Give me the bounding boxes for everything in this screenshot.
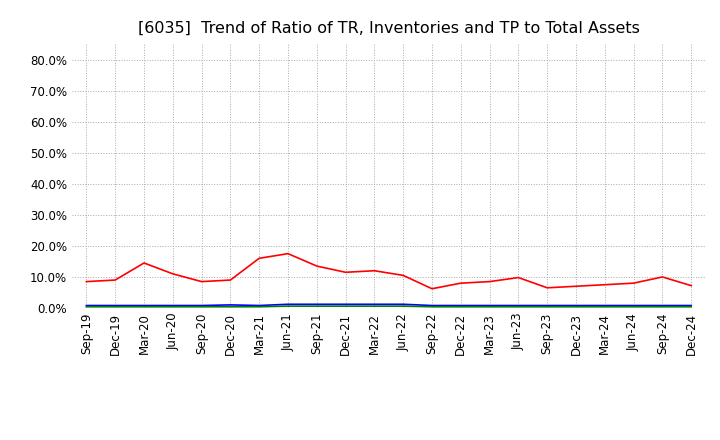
Inventories xyxy=(82,303,91,308)
Inventories xyxy=(197,303,206,308)
Trade Receivables xyxy=(197,279,206,284)
Inventories xyxy=(658,303,667,308)
Trade Receivables xyxy=(514,275,523,280)
Trade Payables xyxy=(82,304,91,309)
Inventories xyxy=(399,302,408,307)
Title: [6035]  Trend of Ratio of TR, Inventories and TP to Total Assets: [6035] Trend of Ratio of TR, Inventories… xyxy=(138,21,640,36)
Trade Receivables xyxy=(312,264,321,269)
Trade Receivables xyxy=(428,286,436,291)
Inventories xyxy=(600,303,609,308)
Inventories xyxy=(111,303,120,308)
Trade Receivables xyxy=(168,271,177,276)
Trade Receivables xyxy=(687,283,696,288)
Trade Payables xyxy=(168,304,177,309)
Inventories xyxy=(312,302,321,307)
Inventories xyxy=(255,303,264,308)
Trade Payables xyxy=(456,304,465,309)
Inventories xyxy=(543,303,552,308)
Trade Payables xyxy=(629,304,638,309)
Inventories xyxy=(428,303,436,308)
Trade Payables xyxy=(543,304,552,309)
Trade Receivables xyxy=(82,279,91,284)
Inventories xyxy=(341,302,350,307)
Inventories xyxy=(514,303,523,308)
Trade Payables xyxy=(370,304,379,309)
Inventories xyxy=(687,303,696,308)
Trade Payables xyxy=(572,304,580,309)
Trade Payables xyxy=(341,304,350,309)
Trade Payables xyxy=(399,304,408,309)
Trade Payables xyxy=(226,304,235,309)
Trade Payables xyxy=(514,304,523,309)
Trade Payables xyxy=(312,304,321,309)
Trade Payables xyxy=(197,304,206,309)
Trade Receivables xyxy=(629,281,638,286)
Trade Receivables xyxy=(140,260,148,266)
Trade Receivables xyxy=(284,251,292,256)
Inventories xyxy=(140,303,148,308)
Trade Receivables xyxy=(600,282,609,287)
Trade Receivables xyxy=(370,268,379,273)
Trade Receivables xyxy=(658,274,667,279)
Trade Receivables xyxy=(572,284,580,289)
Trade Payables xyxy=(687,304,696,309)
Trade Receivables xyxy=(111,277,120,282)
Inventories xyxy=(485,303,494,308)
Trade Payables xyxy=(485,304,494,309)
Inventories xyxy=(284,302,292,307)
Inventories xyxy=(370,302,379,307)
Line: Trade Receivables: Trade Receivables xyxy=(86,253,691,289)
Trade Payables xyxy=(428,304,436,309)
Trade Payables xyxy=(111,304,120,309)
Inventories xyxy=(226,302,235,308)
Trade Payables xyxy=(658,304,667,309)
Trade Receivables xyxy=(255,256,264,261)
Trade Payables xyxy=(140,304,148,309)
Trade Payables xyxy=(600,304,609,309)
Inventories xyxy=(572,303,580,308)
Inventories xyxy=(629,303,638,308)
Trade Receivables xyxy=(543,285,552,290)
Line: Inventories: Inventories xyxy=(86,304,691,305)
Trade Receivables xyxy=(226,277,235,282)
Trade Receivables xyxy=(485,279,494,284)
Inventories xyxy=(456,303,465,308)
Trade Payables xyxy=(284,304,292,309)
Trade Payables xyxy=(255,304,264,309)
Trade Receivables xyxy=(341,270,350,275)
Trade Receivables xyxy=(456,281,465,286)
Trade Receivables xyxy=(399,273,408,278)
Line: Trade Payables: Trade Payables xyxy=(86,306,691,307)
Inventories xyxy=(168,303,177,308)
